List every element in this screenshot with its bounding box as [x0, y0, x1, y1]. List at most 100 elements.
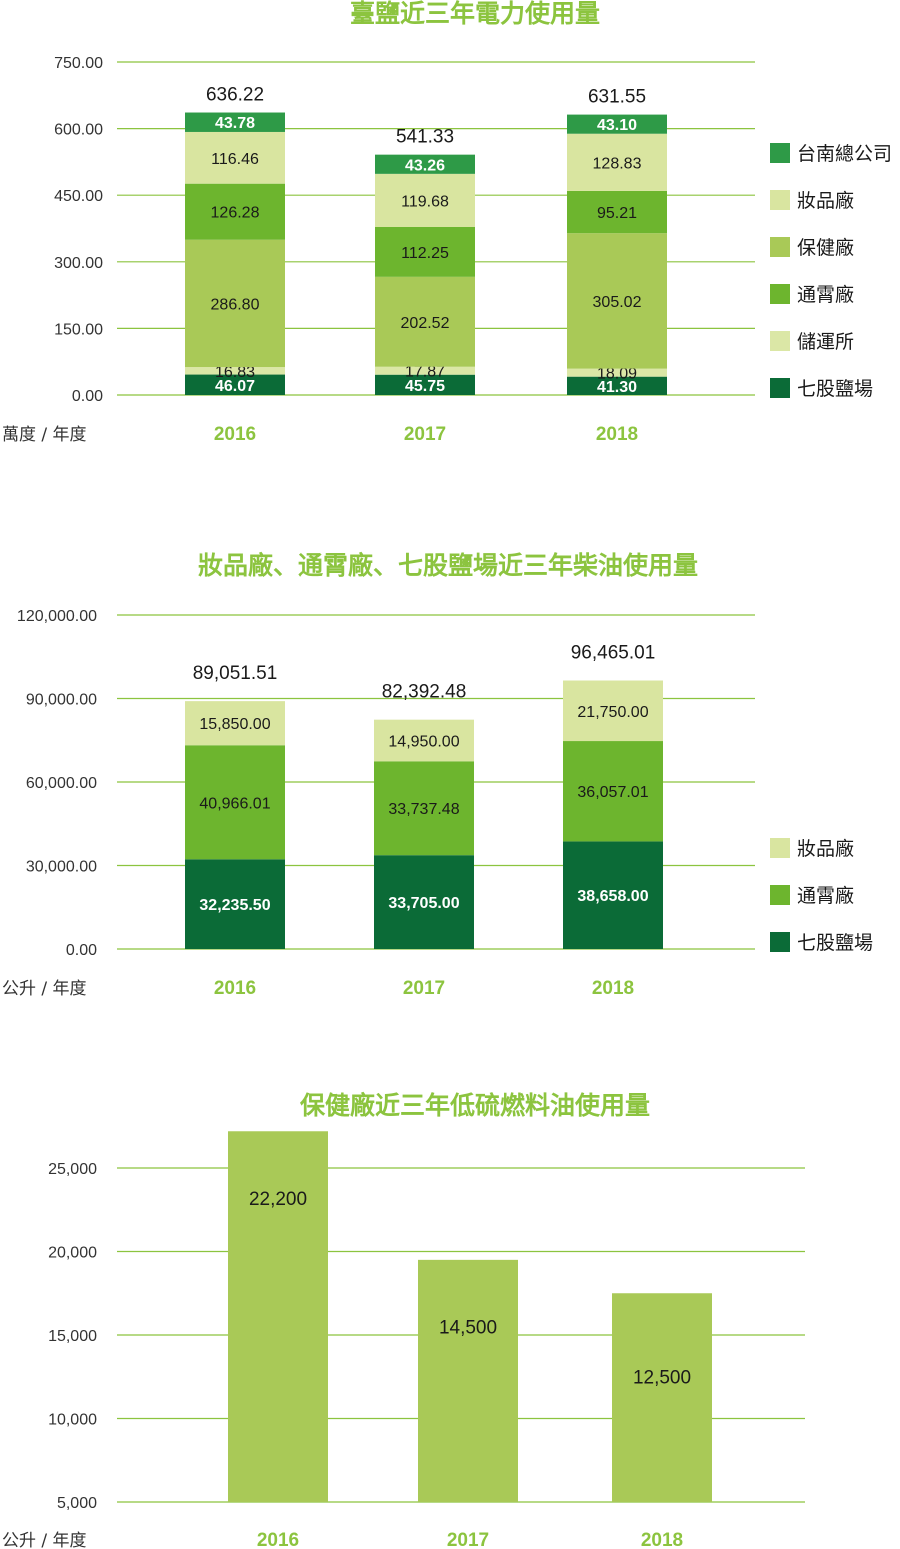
- bar-total-label: 22,200: [249, 1189, 307, 1210]
- bar-total-label: 82,392.48: [382, 682, 467, 703]
- legend-label: 儲運所: [797, 331, 854, 353]
- legend-label: 妝品廠: [797, 189, 854, 212]
- bar-segment: [563, 841, 663, 949]
- chart-title: 妝品廠、通霄廠、七股鹽場近三年柴油使用量: [198, 551, 698, 580]
- bar-segment: [612, 1293, 712, 1502]
- segment-value-label: 45.75: [405, 378, 445, 395]
- legend-swatch: [770, 284, 790, 304]
- bar-segment: [374, 719, 474, 762]
- segment-value-label: 126.28: [211, 205, 260, 222]
- segment-value-label: 16.83: [215, 364, 255, 381]
- y-tick-label: 0.00: [72, 388, 103, 405]
- bar-segment: [418, 1259, 518, 1502]
- bar-segment: [185, 374, 285, 395]
- segment-value-label: 21,750.00: [577, 704, 648, 721]
- x-category-label: 2017: [403, 978, 445, 999]
- bar-total-label: 631.55: [588, 87, 646, 108]
- segment-value-label: 33,737.48: [388, 801, 459, 818]
- segment-value-label: 15,850.00: [199, 716, 270, 733]
- segment-value-label: 41.30: [597, 379, 637, 396]
- legend-swatch: [770, 237, 790, 257]
- x-category-label: 2016: [257, 1530, 299, 1549]
- legend-label: 七股鹽場: [797, 932, 873, 954]
- y-tick-label: 15,000: [48, 1328, 97, 1345]
- bar-segment: [563, 741, 663, 842]
- bar-segment: [375, 154, 475, 174]
- segment-value-label: 18.09: [597, 366, 637, 383]
- bar-segment: [563, 680, 663, 742]
- bar-segment: [374, 761, 474, 856]
- y-tick-label: 300.00: [54, 255, 103, 272]
- bar-segment: [375, 226, 475, 277]
- legend-swatch: [770, 932, 790, 952]
- y-tick-label: 10,000: [48, 1412, 97, 1429]
- bar-total-label: 12,500: [633, 1367, 691, 1388]
- y-tick-label: 25,000: [48, 1161, 97, 1178]
- segment-value-label: 40,966.01: [199, 795, 270, 812]
- bar-total-label: 541.33: [396, 127, 454, 148]
- y-tick-label: 0.00: [66, 942, 97, 959]
- y-tick-label: 30,000.00: [26, 859, 97, 876]
- segment-value-label: 286.80: [211, 296, 260, 313]
- bar-total-label: 96,465.01: [571, 643, 656, 664]
- bar-segment: [185, 701, 285, 746]
- x-category-label: 2017: [447, 1530, 489, 1549]
- chart-title: 保健廠近三年低硫燃料油使用量: [299, 1091, 650, 1120]
- bar-segment: [185, 367, 285, 375]
- segment-value-label: 17.87: [405, 364, 445, 381]
- legend-swatch: [770, 378, 790, 398]
- bar-segment: [185, 112, 285, 132]
- y-tick-label: 450.00: [54, 188, 103, 205]
- bar-segment: [185, 183, 285, 240]
- x-category-label: 2018: [641, 1530, 683, 1549]
- bar-segment: [567, 190, 667, 234]
- segment-value-label: 32,235.50: [199, 897, 270, 914]
- bar-segment: [567, 376, 667, 395]
- segment-value-label: 202.52: [401, 315, 450, 332]
- chart-2: 妝品廠、通霄廠、七股鹽場近三年柴油使用量 0.00 30,000.00 60,000.…: [2, 551, 873, 999]
- legend-label: 台南總公司: [797, 143, 892, 165]
- bar-total-label: 14,500: [439, 1317, 497, 1338]
- segment-value-label: 33,705.00: [388, 895, 459, 912]
- y-tick-label: 120,000.00: [17, 608, 97, 625]
- y-tick-label: 750.00: [54, 55, 103, 72]
- bar-segment: [375, 173, 475, 227]
- bar-total-label: 636.22: [206, 85, 264, 106]
- segment-value-label: 128.83: [593, 155, 642, 172]
- segment-value-label: 119.68: [401, 193, 449, 210]
- legend-swatch: [770, 885, 790, 905]
- x-category-label: 2018: [592, 978, 634, 999]
- bar-segment: [375, 374, 475, 395]
- y-tick-label: 60,000.00: [26, 775, 97, 792]
- legend-swatch: [770, 190, 790, 210]
- segment-value-label: 95.21: [597, 205, 637, 222]
- bar-segment: [375, 366, 475, 375]
- unit-label: 萬度 / 年度: [2, 425, 87, 445]
- segment-value-label: 43.26: [405, 157, 445, 174]
- legend-swatch: [770, 331, 790, 351]
- segment-value-label: 38,658.00: [577, 888, 648, 905]
- legend-label: 妝品廠: [797, 837, 854, 860]
- bar-segment: [185, 745, 285, 860]
- unit-label: 公升 / 年度: [2, 1531, 87, 1549]
- x-category-label: 2016: [214, 424, 256, 445]
- bar-segment: [185, 859, 285, 949]
- unit-label: 公升 / 年度: [2, 979, 87, 999]
- y-tick-label: 600.00: [54, 122, 103, 139]
- bar-segment: [567, 114, 667, 134]
- x-category-label: 2018: [596, 424, 638, 445]
- segment-value-label: 36,057.01: [577, 784, 648, 801]
- bar-segment: [374, 855, 474, 949]
- legend-label: 保健廠: [797, 236, 854, 259]
- bar-segment: [228, 1131, 328, 1502]
- bar-segment: [567, 233, 667, 369]
- x-category-label: 2016: [214, 978, 256, 999]
- segment-value-label: 43.78: [215, 115, 255, 132]
- bar-total-label: 89,051.51: [193, 663, 278, 684]
- legend-swatch: [770, 838, 790, 858]
- bar-segment: [375, 276, 475, 367]
- segment-value-label: 116.46: [211, 151, 259, 168]
- legend-swatch: [770, 143, 790, 163]
- chart-3: 保健廠近三年低硫燃料油使用量 5,000 10,000 15,000 20,000 25,…: [2, 1091, 805, 1549]
